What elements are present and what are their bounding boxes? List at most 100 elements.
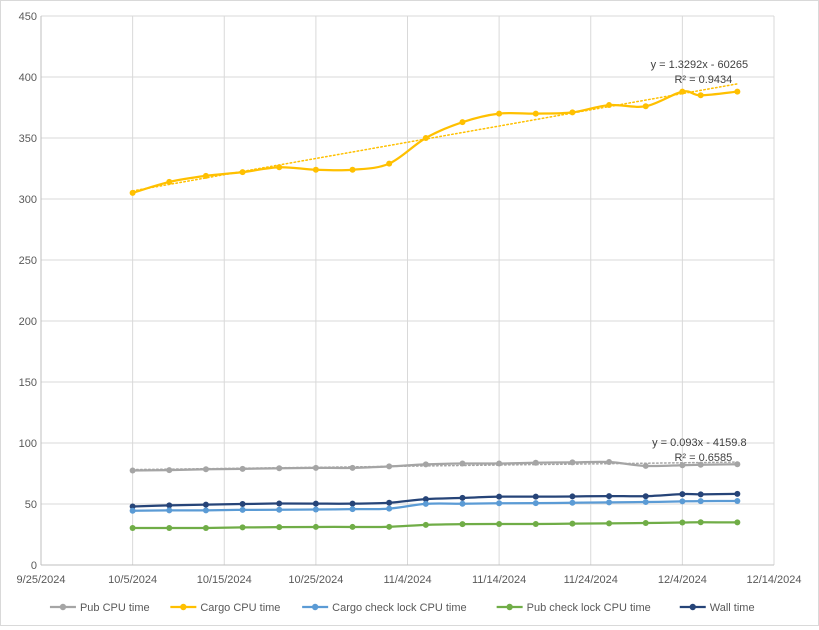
trendline-labels: y = 1.3292x - 60265 R² = 0.9434 y = 0.093x… xyxy=(651,59,749,464)
trendlines xyxy=(131,83,739,471)
data-point xyxy=(422,135,429,141)
data-point xyxy=(312,500,319,507)
series-cargo-cpu-time xyxy=(129,88,741,196)
data-point xyxy=(276,524,283,531)
data-point xyxy=(496,110,503,117)
data-point xyxy=(642,499,649,506)
data-point xyxy=(496,460,503,467)
data-point xyxy=(496,500,503,507)
x-tick-label: 11/24/2024 xyxy=(564,574,618,586)
series-line xyxy=(132,499,738,512)
data-point xyxy=(679,462,686,469)
data-point xyxy=(679,498,686,505)
data-point xyxy=(386,160,393,167)
legend-label: Pub CPU time xyxy=(80,602,150,614)
x-tick-label: 10/5/2024 xyxy=(108,574,157,586)
data-point xyxy=(606,520,613,527)
data-point xyxy=(642,462,649,469)
gridlines xyxy=(41,15,775,565)
data-point xyxy=(697,92,704,99)
data-point xyxy=(606,102,613,109)
data-point xyxy=(349,523,356,530)
series-pub-check-lock-cpu-time xyxy=(129,519,741,532)
y-tick-label: 400 xyxy=(19,72,37,84)
legend-item-wall-time: Wall time xyxy=(679,602,755,614)
data-point xyxy=(422,521,429,528)
data-point xyxy=(459,500,466,507)
legend-item-cargo-cpu-time: Cargo CPU time xyxy=(170,602,280,614)
data-point xyxy=(606,459,613,466)
y-tick-label: 350 xyxy=(19,133,37,145)
data-point xyxy=(129,189,136,196)
legend-label: Pub check lock CPU time xyxy=(527,602,651,614)
data-point xyxy=(532,110,539,117)
data-point xyxy=(734,519,741,526)
x-tick-label: 9/25/2024 xyxy=(17,574,66,586)
data-point xyxy=(239,506,246,513)
series-line xyxy=(132,460,738,472)
y-tick-label: 0 xyxy=(31,560,37,572)
trendline-equation: y = 0.093x - 4159.8 xyxy=(652,437,746,449)
data-point xyxy=(312,506,319,513)
data-point xyxy=(386,523,393,530)
legend-swatch-marker xyxy=(311,603,319,611)
data-point xyxy=(312,523,319,530)
data-point xyxy=(239,524,246,531)
legend-item-pub-check-lock-cpu-time: Pub check lock CPU time xyxy=(496,602,651,614)
data-point xyxy=(642,520,649,527)
data-point xyxy=(202,466,209,473)
data-point xyxy=(697,461,704,468)
data-point xyxy=(129,467,136,474)
data-point xyxy=(202,507,209,514)
trendline-r2: R² = 0.6585 xyxy=(674,452,732,464)
data-point xyxy=(129,503,136,510)
data-point xyxy=(532,500,539,507)
legend-swatch-marker xyxy=(180,603,187,611)
chart-legend: Pub CPU time Cargo CPU time Cargo check lo… xyxy=(49,602,755,614)
x-tick-label: 12/14/2024 xyxy=(746,574,801,586)
series-wall-time xyxy=(129,490,741,510)
data-point xyxy=(239,501,246,507)
data-point xyxy=(532,459,539,466)
data-point xyxy=(422,500,429,507)
data-point xyxy=(606,499,613,506)
data-point xyxy=(734,88,741,95)
data-point xyxy=(239,465,246,472)
data-series xyxy=(129,88,741,532)
data-point xyxy=(496,493,503,500)
legend-label: Cargo CPU time xyxy=(200,602,280,614)
data-point xyxy=(697,498,704,505)
data-point xyxy=(276,164,283,171)
x-tick-label: 10/25/2024 xyxy=(288,574,343,586)
data-point xyxy=(129,507,136,514)
data-point xyxy=(276,465,283,472)
data-point xyxy=(496,521,503,528)
data-point xyxy=(642,103,649,110)
y-tick-label: 250 xyxy=(19,255,37,267)
y-tick-label: 450 xyxy=(19,11,37,23)
data-point xyxy=(734,497,741,504)
trendline-r2: R² = 0.9434 xyxy=(674,74,732,86)
data-point xyxy=(569,499,576,506)
legend-swatch-marker xyxy=(59,603,67,611)
data-point xyxy=(459,494,466,501)
legend-label: Wall time xyxy=(710,602,755,614)
legend-label: Cargo check lock CPU time xyxy=(332,602,467,614)
y-tick-label: 300 xyxy=(19,194,37,206)
data-point xyxy=(422,461,429,468)
data-point xyxy=(606,493,613,500)
data-point xyxy=(166,467,173,474)
data-point xyxy=(642,493,649,500)
x-tick-label: 12/4/2024 xyxy=(658,574,707,586)
data-point xyxy=(349,500,356,507)
data-point xyxy=(202,172,209,179)
trendline-equation: y = 1.3292x - 60265 xyxy=(651,59,749,71)
data-point xyxy=(386,505,393,512)
series-line xyxy=(132,521,738,530)
x-tick-label: 10/15/2024 xyxy=(197,574,252,586)
data-point xyxy=(459,119,466,126)
data-point xyxy=(679,88,686,95)
data-point xyxy=(532,521,539,528)
